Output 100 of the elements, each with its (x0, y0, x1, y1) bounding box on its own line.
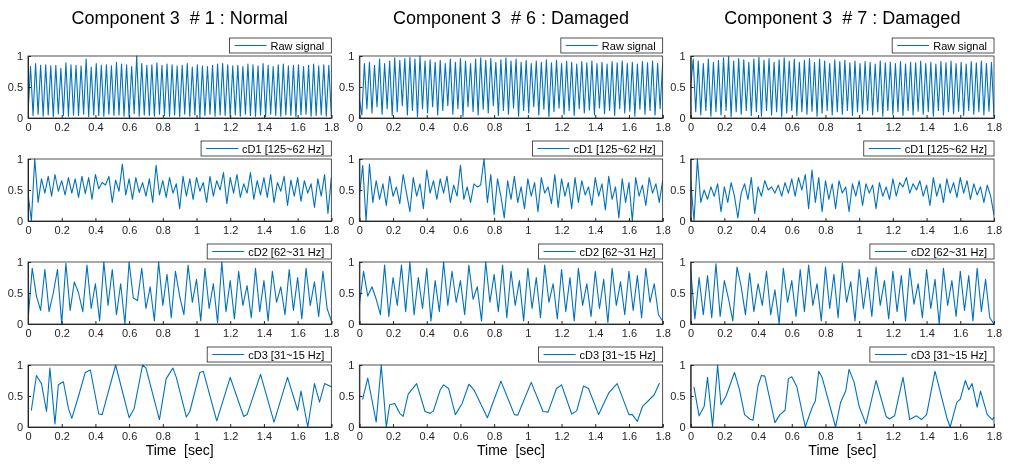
x-tick-label: 1.6 (290, 429, 306, 442)
x-tick-label: 1.6 (621, 120, 638, 133)
x-tick-label: 0.2 (385, 326, 402, 339)
x-tick-label: 0.8 (487, 429, 503, 442)
x-tick-label: 1.2 (885, 223, 902, 236)
x-tick-label: 1.6 (290, 223, 306, 236)
x-tick-label: 0 (688, 326, 695, 339)
legend-label: cD2 [62~31 Hz] (248, 245, 325, 258)
line-series (362, 364, 660, 428)
x-tick-label: 0.8 (487, 120, 503, 133)
x-tick-label: 0.6 (121, 429, 138, 442)
y-tick-label: 1 (679, 359, 686, 372)
y-tick-label: 0.5 (670, 287, 686, 300)
x-tick-label: 0.8 (155, 429, 171, 442)
y-tick-label: 0 (16, 112, 23, 125)
x-tick-label: 0.6 (453, 223, 469, 236)
legend-label: cD1 [125~62 Hz] (573, 142, 656, 155)
x-tick-label: 1.4 (919, 223, 935, 236)
y-tick-label: 0 (348, 112, 355, 125)
x-tick-label: 0.6 (453, 326, 469, 339)
x-tick-label: 0.8 (155, 223, 171, 236)
x-tick-label: 0.2 (54, 223, 70, 236)
x-tick-label: 0.4 (419, 120, 435, 133)
y-tick-label: 1 (348, 359, 355, 372)
x-tick-label: 0.6 (784, 120, 800, 133)
x-tick-label: 1.2 (885, 120, 902, 133)
legend-label: Raw signal (270, 39, 325, 52)
y-tick-label: 0 (679, 112, 686, 125)
y-tick-label: 0 (348, 421, 355, 434)
x-tick-label: 0 (25, 429, 32, 442)
y-tick-label: 1 (679, 50, 686, 63)
x-tick-label: 0.4 (419, 223, 435, 236)
legend-label: Raw signal (601, 39, 656, 52)
x-tick-label: 1.8 (655, 429, 671, 442)
x-tick-label: 0.4 (750, 223, 767, 236)
line-series (690, 262, 994, 325)
x-tick-label: 0.8 (155, 326, 171, 339)
x-tick-label: 0.4 (750, 326, 767, 339)
x-axis-title: Time [sec] (477, 442, 545, 458)
y-tick-label: 1 (16, 50, 23, 63)
y-tick-label: 1 (16, 256, 23, 269)
x-tick-label: 1.4 (919, 429, 935, 442)
x-tick-label: 0.4 (88, 120, 104, 133)
y-tick-label: 0.5 (7, 184, 23, 197)
x-tick-label: 0.4 (419, 429, 435, 442)
x-tick-label: 0.4 (750, 429, 767, 442)
y-tick-label: 0 (16, 215, 23, 228)
x-tick-label: 1 (525, 120, 532, 133)
y-tick-label: 1 (679, 256, 686, 269)
x-tick-label: 1 (856, 120, 863, 133)
x-tick-label: 1 (193, 120, 201, 133)
x-tick-label: 0.8 (487, 223, 503, 236)
x-tick-label: 0.6 (121, 223, 138, 236)
y-tick-label: 1 (348, 153, 355, 166)
y-tick-label: 0.5 (670, 81, 686, 94)
x-tick-label: 1.2 (885, 326, 902, 339)
x-tick-label: 1.4 (588, 223, 604, 236)
x-tick-label: 0.6 (784, 429, 800, 442)
x-tick-label: 1.8 (655, 326, 671, 339)
y-tick-label: 0 (16, 318, 23, 331)
legend-label: cD1 [125~62 Hz] (242, 142, 325, 155)
x-tick-label: 1 (525, 429, 532, 442)
x-tick-label: 0 (688, 120, 695, 133)
y-tick-label: 0.5 (339, 184, 355, 197)
x-tick-label: 0.4 (88, 326, 104, 339)
x-tick-label: 0.6 (453, 429, 469, 442)
x-tick-label: 1.4 (588, 120, 604, 133)
x-tick-label: 1 (193, 429, 201, 442)
legend-label: cD3 [31~15 Hz] (248, 348, 325, 361)
y-tick-label: 0 (348, 318, 355, 331)
x-tick-label: 0 (356, 223, 363, 236)
y-tick-label: 0.5 (7, 287, 23, 300)
x-tick-label: 0.2 (717, 326, 733, 339)
x-tick-label: 1.2 (554, 326, 570, 339)
chart-title: Component 3 # 7 : Damaged (724, 8, 961, 28)
x-tick-label: 0 (25, 326, 32, 339)
chart-title: Component 3 # 1 : Normal (71, 8, 288, 28)
x-tick-label: 1.2 (885, 429, 902, 442)
y-tick-label: 0.5 (339, 81, 355, 94)
x-tick-label: 0.2 (385, 223, 402, 236)
x-tick-label: 0 (25, 120, 32, 133)
y-tick-label: 0.5 (339, 287, 355, 300)
x-tick-label: 1.8 (986, 120, 1003, 133)
x-tick-label: 0.8 (487, 326, 503, 339)
legend-label: cD2 [62~31 Hz] (910, 245, 987, 258)
x-tick-label: 1.8 (324, 429, 340, 442)
x-tick-label: 1 (525, 223, 532, 236)
x-tick-label: 1.4 (919, 326, 935, 339)
x-tick-label: 1.8 (986, 429, 1003, 442)
y-tick-label: 0 (679, 421, 686, 434)
x-tick-label: 1 (193, 326, 201, 339)
x-tick-label: 1.6 (953, 120, 969, 133)
x-tick-label: 0.2 (717, 120, 733, 133)
x-tick-label: 1.8 (655, 223, 671, 236)
x-tick-label: 1 (856, 326, 863, 339)
x-tick-label: 1.8 (986, 326, 1003, 339)
x-tick-label: 0.2 (717, 223, 733, 236)
x-tick-label: 1.6 (621, 429, 638, 442)
x-tick-label: 0.4 (750, 120, 767, 133)
x-tick-label: 1.4 (256, 223, 273, 236)
